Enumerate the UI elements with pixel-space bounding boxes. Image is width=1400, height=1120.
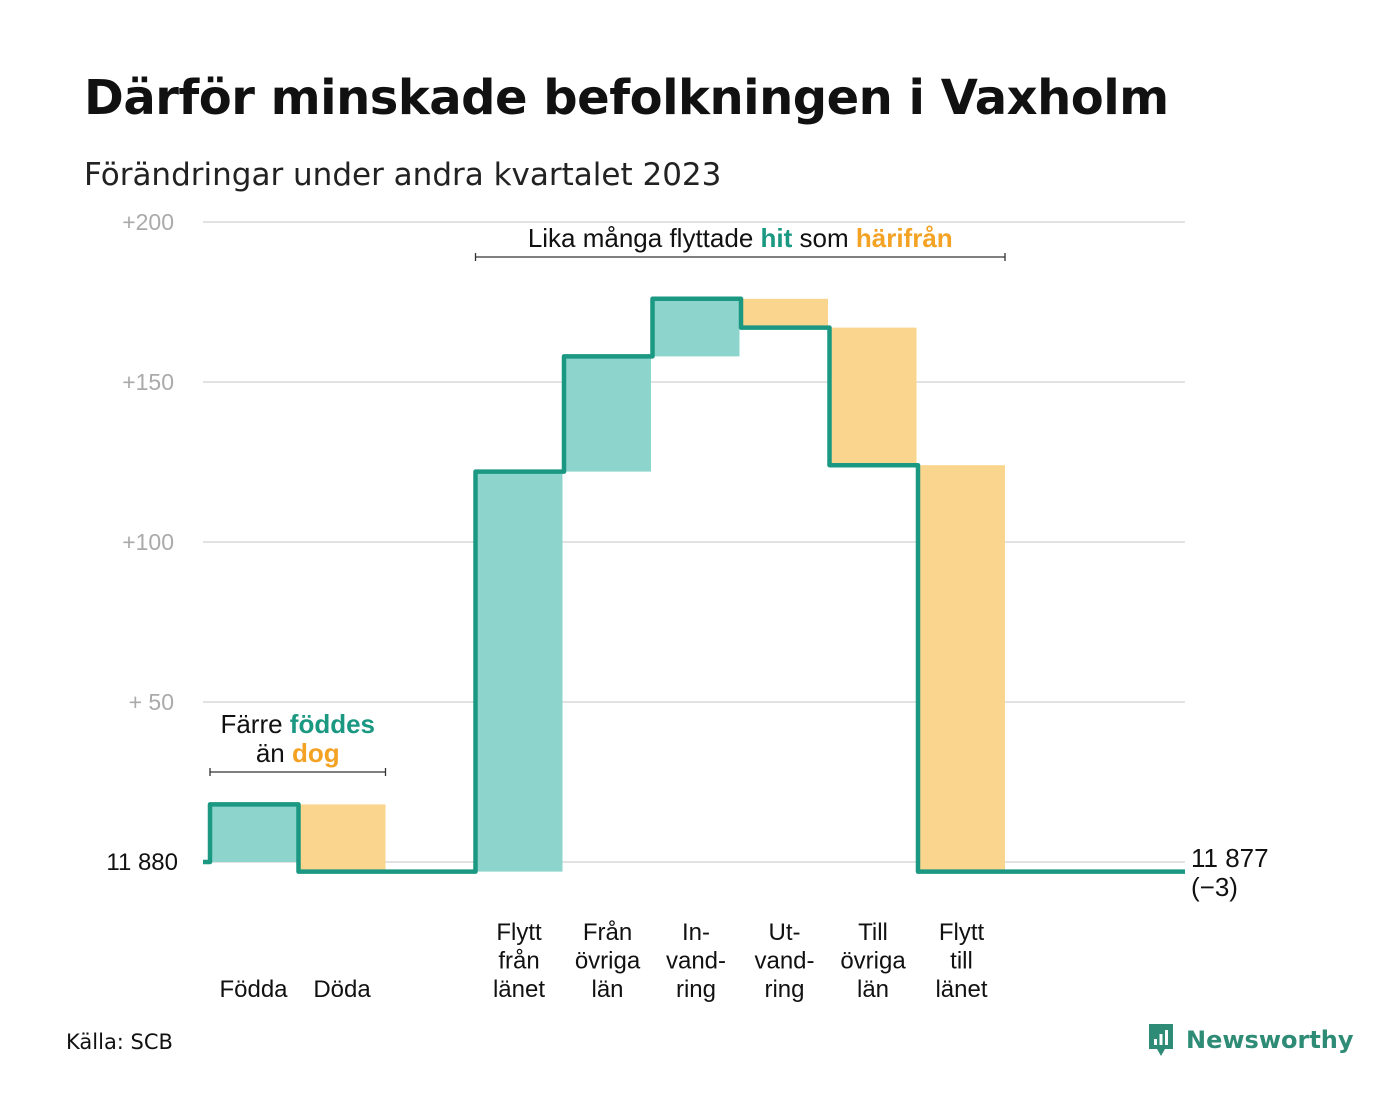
y-tick-label: +150 [122,369,174,395]
category-label: Ut- [769,919,801,946]
brand-name: Newsworthy [1186,1026,1354,1054]
chart-title: Därför minskade befolkningen i Vaxholm [84,70,1169,126]
category-label: vand- [754,948,814,975]
category-label: vand- [666,948,726,975]
source-note: Källa: SCB [66,1030,173,1054]
annotation-text: Lika många flyttade hit som härifrån [528,223,953,253]
category-label: län [591,976,623,1003]
bar [829,327,917,466]
newsworthy-icon [1149,1024,1173,1056]
category-label: Till [858,919,888,946]
y-tick-label: +200 [122,209,174,235]
category-label: In- [682,919,710,946]
category-label: Döda [313,976,371,1003]
category-label: Flytt [939,919,985,946]
bar [918,465,1005,872]
category-label: från [498,948,539,975]
end-change-label: (−3) [1191,872,1238,902]
category-label: övriga [840,948,906,975]
label-layer: Födda DödaFlyttfrånlänetFrånövrigalänIn-v… [106,843,1268,1003]
annotation-segment: hit [761,223,793,253]
cumulative-step-line [203,296,1185,874]
category-label: län [857,976,889,1003]
y-tick-label: + 50 [129,689,174,715]
annotation-text: Färre föddes [220,709,375,739]
category-label: Från [583,919,632,946]
annotation-segment: föddes [290,709,375,739]
bar [652,298,740,357]
annotation-segment: härifrån [856,223,953,253]
end-value-label: 11 877 [1191,843,1269,873]
annotation-segment: Färre [220,709,289,739]
annotation-text: än dog [256,738,340,768]
category-label: Flytt [496,919,542,946]
bar [210,804,297,862]
bar [564,356,651,472]
y-tick-label: +100 [122,529,174,555]
annotation-segment: dog [292,738,340,768]
line-layer [203,296,1185,874]
category-label: till [950,948,973,975]
annotation-segment: än [256,738,292,768]
chart-subtitle: Förändringar under andra kvartalet 2023 [84,157,722,193]
bar [741,298,828,328]
category-label: länet [493,976,545,1003]
annotation-segment: som [792,223,856,253]
brand-logo: Newsworthy [1146,1022,1354,1058]
category-label: länet [935,976,987,1003]
category-label: Födda [219,976,288,1003]
category-label: ring [764,976,804,1003]
bar-layer [210,298,1005,872]
bar [475,471,563,872]
category-label: ring [676,976,716,1003]
category-label: övriga [575,948,641,975]
annotation-segment: Lika många flyttade [528,223,761,253]
bar [298,804,386,872]
start-value-label: 11 880 [106,849,178,876]
